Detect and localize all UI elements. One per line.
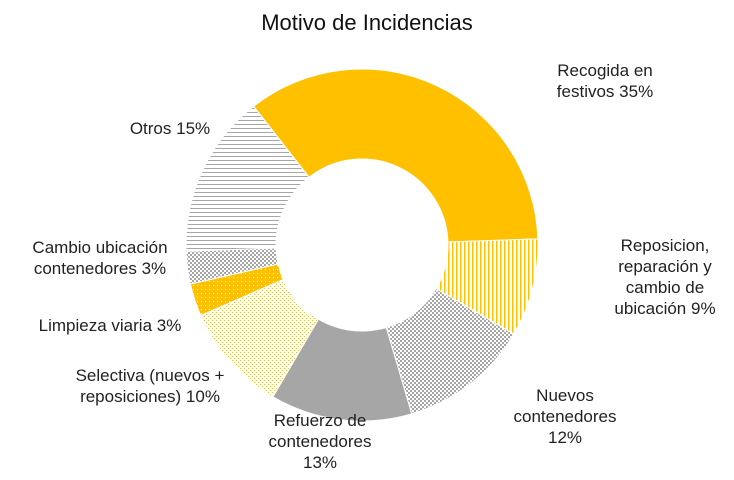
- category-label: Cambio ubicación contenedores: [32, 238, 168, 278]
- donut-slice: [252, 68, 539, 243]
- value-label: 35%: [619, 82, 654, 101]
- slice-label: Recogida en festivos 35%: [540, 60, 670, 102]
- value-label: 3%: [141, 259, 167, 278]
- value-label: 10%: [185, 387, 220, 406]
- category-label: Refuerzo de contenedores: [268, 411, 372, 451]
- category-label: Otros: [129, 119, 172, 138]
- category-label: Selectiva (nuevos + reposiciones): [75, 366, 225, 406]
- slice-label: Nuevos contenedores 12%: [500, 385, 630, 448]
- slice-label: Otros 15%: [110, 118, 230, 139]
- slice-label: Refuerzo de contenedores 13%: [250, 410, 390, 473]
- category-label: Limpieza viaria: [38, 316, 153, 335]
- value-label: 12%: [547, 428, 583, 447]
- donut-slice: [185, 105, 310, 252]
- category-label: Recogida en festivos: [556, 61, 653, 101]
- category-label: Nuevos contenedores: [513, 386, 617, 426]
- value-label: 15%: [176, 119, 211, 138]
- value-label: 13%: [302, 453, 338, 472]
- chart-title: Motivo de Incidencias: [261, 10, 473, 35]
- slice-label: Limpieza viaria 3%: [10, 315, 210, 336]
- value-label: 3%: [156, 316, 182, 335]
- slice-label: Selectiva (nuevos + reposiciones) 10%: [50, 365, 250, 407]
- slice-label: Cambio ubicación contenedores 3%: [0, 237, 200, 279]
- category-label: Reposicion, reparación y cambio de ubica…: [614, 236, 712, 318]
- slice-label: Reposicion, reparación y cambio de ubica…: [590, 235, 734, 319]
- value-label: 9%: [690, 299, 716, 318]
